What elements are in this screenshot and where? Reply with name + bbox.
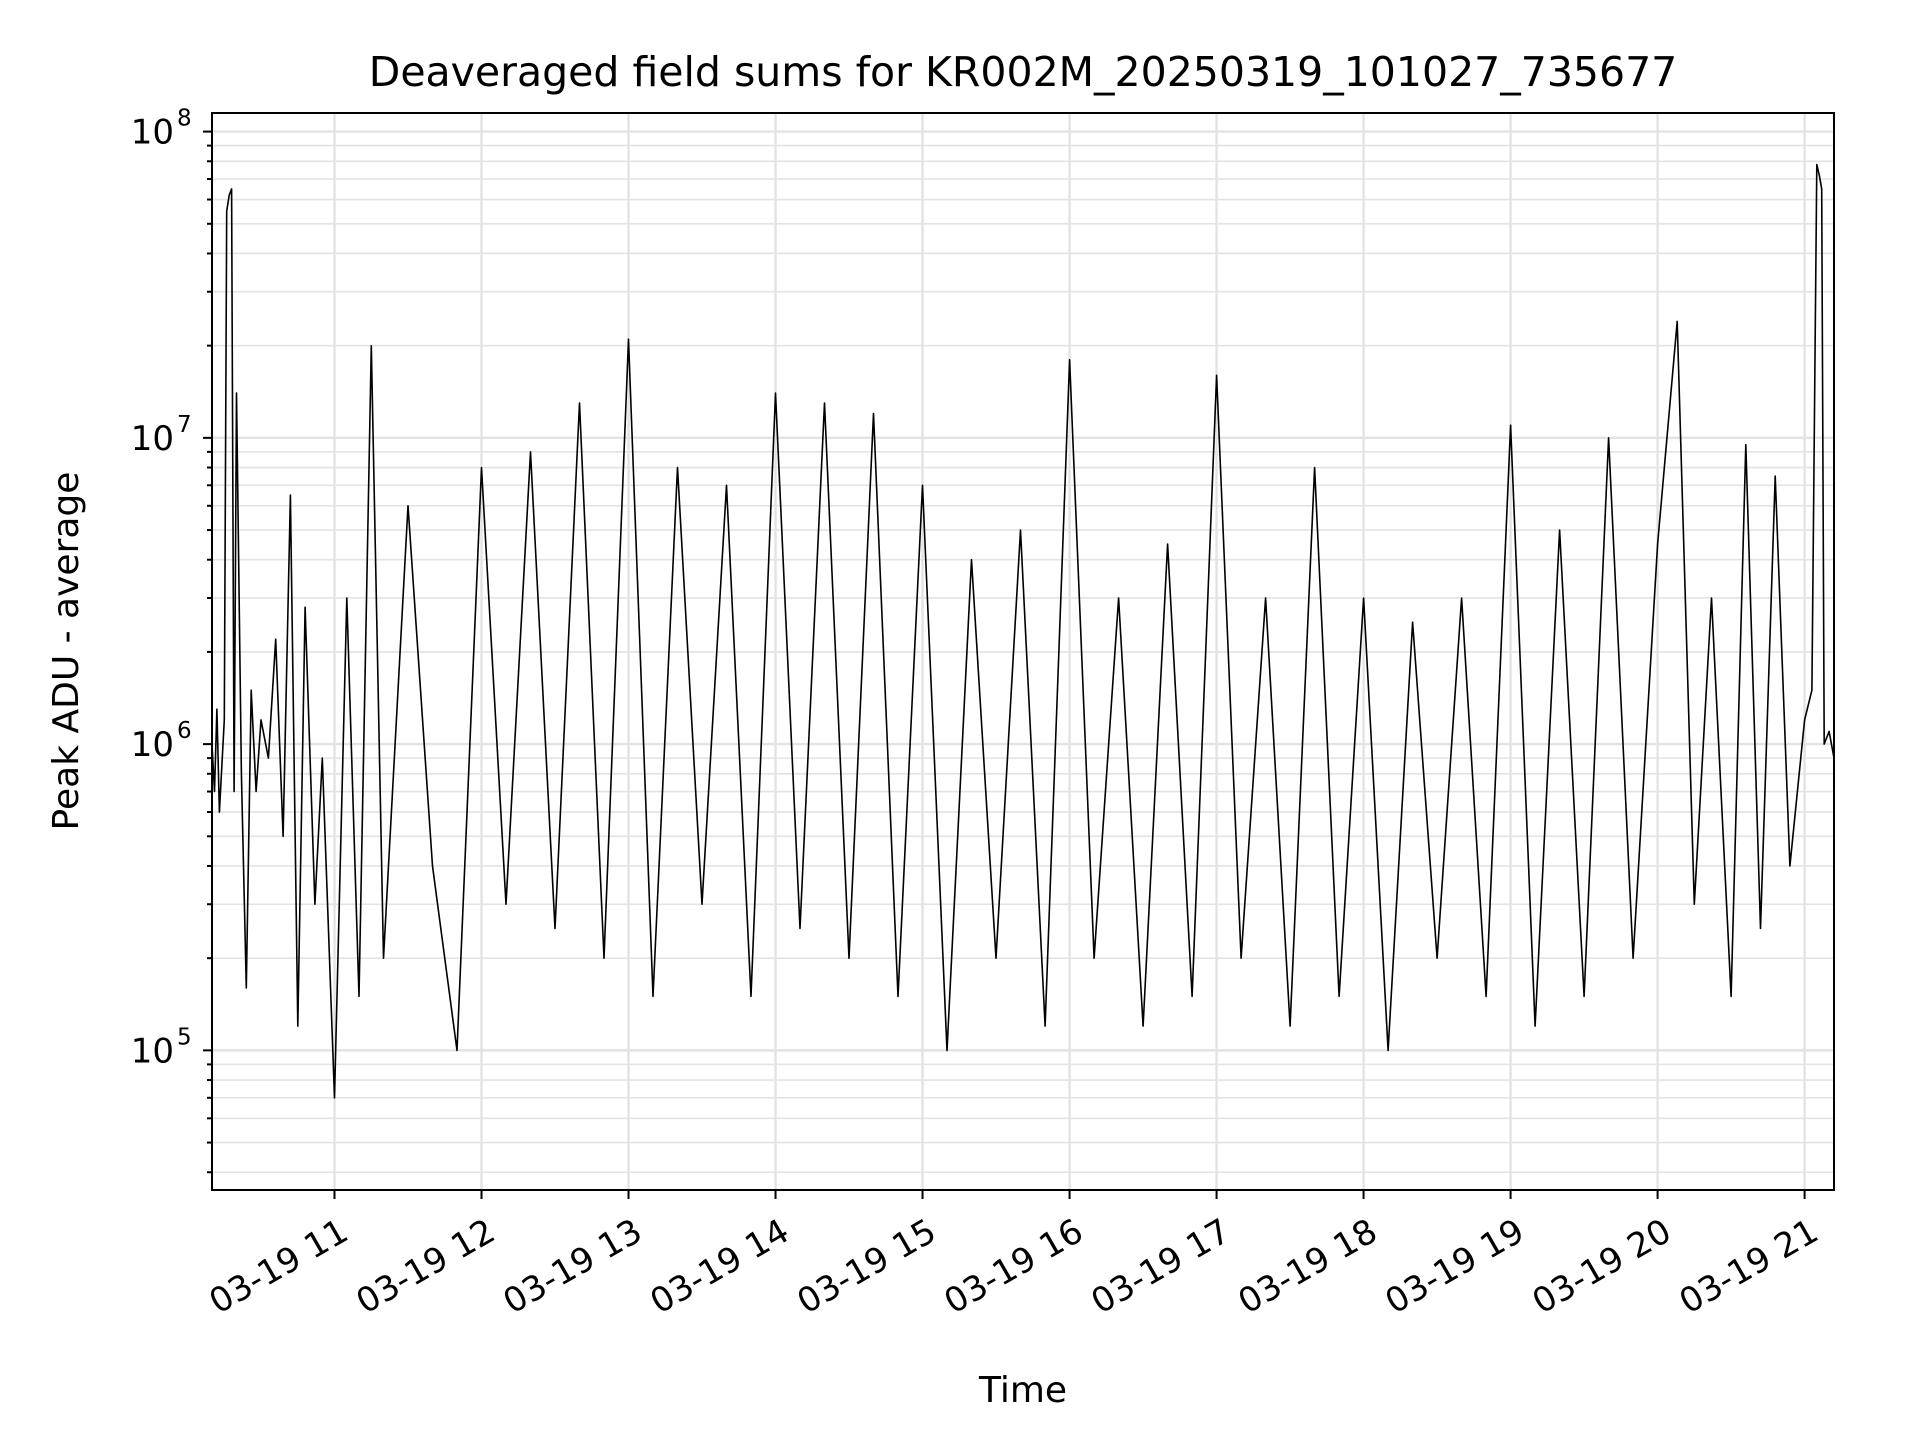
x-tick-label: 03-19 19 [1379, 1211, 1531, 1322]
x-tick-label: 03-19 17 [1085, 1211, 1237, 1322]
x-tick-label: 03-19 16 [938, 1211, 1090, 1322]
series-line [211, 163, 1835, 1099]
grid [212, 113, 1834, 1190]
y-tick-exponent: 5 [177, 1024, 192, 1050]
x-tick-label: 03-19 13 [497, 1211, 649, 1322]
x-tick-label: 03-19 11 [203, 1211, 355, 1322]
y-tick-label: 10 [131, 1031, 174, 1071]
y-tick-label: 10 [131, 419, 174, 459]
y-tick-exponent: 8 [177, 106, 192, 132]
y-tick-exponent: 6 [177, 718, 192, 744]
x-tick-label: 03-19 21 [1673, 1211, 1825, 1322]
y-axis-label: Peak ADU - average [46, 472, 87, 831]
x-tick-label: 03-19 18 [1232, 1211, 1384, 1322]
x-tick-label: 03-19 15 [791, 1211, 943, 1322]
y-tick-label: 10 [131, 113, 174, 153]
y-tick-exponent: 7 [177, 412, 192, 438]
chart-title: Deaveraged field sums for KR002M_2025031… [369, 48, 1678, 96]
x-tick-label: 03-19 14 [644, 1211, 796, 1322]
x-tick-label: 03-19 20 [1526, 1211, 1678, 1322]
x-tick-label: 03-19 12 [350, 1211, 502, 1322]
x-axis-label: Time [978, 1370, 1067, 1411]
y-tick-label: 10 [131, 725, 174, 765]
